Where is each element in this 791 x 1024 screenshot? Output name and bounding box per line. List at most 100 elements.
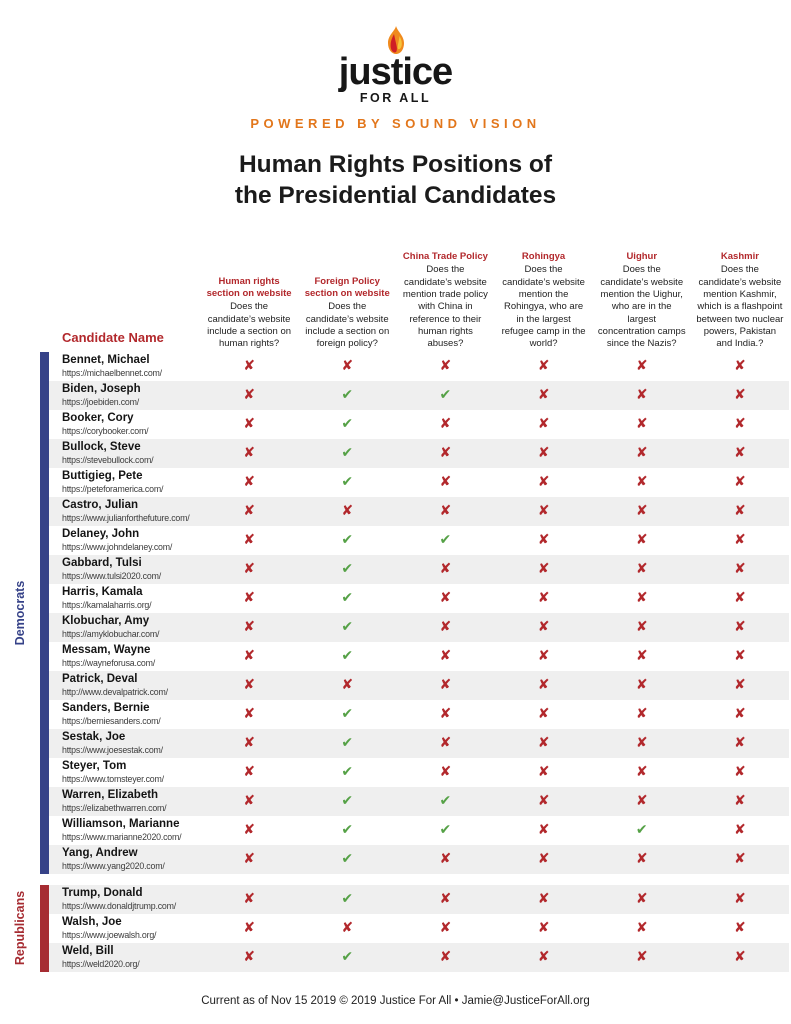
x-mark-icon: ✘ [734,735,746,752]
mark-cell: ✘ [200,589,298,607]
mark-cell: ✘ [200,531,298,549]
x-mark-icon: ✘ [243,920,255,937]
x-mark-icon: ✘ [537,891,550,908]
table-row: Weld, Bill https://weld2020.org/ ✘ ✔ ✘ ✘ ✘ ✘ [49,942,789,972]
mark-cell: ✘ [691,850,789,868]
x-mark-icon: ✘ [439,851,452,868]
table-header: Candidate Name Human rights section on w… [0,228,789,352]
candidate-url: https://www.tomsteyer.com/ [62,773,164,784]
mark-cell: ✘ [691,676,789,694]
x-mark-icon: ✘ [537,387,550,404]
candidates-table: Candidate Name Human rights section on w… [0,228,789,972]
x-mark-icon: ✘ [734,387,746,404]
candidate-name: Patrick, Deval [62,673,138,686]
mark-cell: ✔ [396,792,494,810]
mark-cell: ✘ [494,948,592,966]
mark-cell: ✘ [396,618,494,636]
x-mark-icon: ✘ [734,822,746,839]
candidate-cell: Castro, Julian https://www.julianforthefu… [49,499,200,523]
republicans-label-area: Republicans [0,885,40,972]
x-mark-icon: ✘ [734,358,746,375]
candidate-name: Trump, Donald [62,887,143,900]
x-mark-icon: ✘ [635,949,648,966]
candidate-url: https://berniesanders.com/ [62,715,161,726]
check-mark-icon: ✔ [341,822,354,839]
x-mark-icon: ✘ [439,706,452,723]
candidate-url: https://www.yang2020.com/ [62,860,165,871]
candidate-cell: Steyer, Tom https://www.tomsteyer.com/ [49,760,200,784]
candidate-url: http://www.devalpatrick.com/ [62,686,168,697]
republicans-section: Republicans Trump, Donald https://www.don… [0,884,789,972]
mark-cell: ✘ [691,386,789,404]
x-mark-icon: ✘ [537,706,550,723]
x-mark-icon: ✘ [635,764,648,781]
mark-cell: ✘ [396,948,494,966]
democrats-rows: Bennet, Michael https://michaelbennet.com… [49,352,789,874]
x-mark-icon: ✘ [243,891,255,908]
candidate-cell: Williamson, Marianne https://www.marianne… [49,818,200,842]
x-mark-icon: ✘ [439,358,452,375]
candidate-cell: Sestak, Joe https://www.joesestak.com/ [49,731,200,755]
x-mark-icon: ✘ [243,445,255,462]
candidate-cell: Gabbard, Tulsi https://www.tulsi2020.com/ [49,557,200,581]
candidate-name: Walsh, Joe [62,916,122,929]
x-mark-icon: ✘ [439,648,452,665]
logo-sub-text: FOR ALL [359,90,432,105]
x-mark-icon: ✘ [734,561,746,578]
mark-cell: ✘ [691,531,789,549]
x-mark-icon: ✘ [243,532,255,549]
column-question: Does the candidate’s website mention Kas… [696,264,784,350]
candidate-cell: Yang, Andrew https://www.yang2020.com/ [49,847,200,871]
table-row: Warren, Elizabeth https://elizabethwarren… [49,786,789,816]
mark-cell: ✘ [200,560,298,578]
x-mark-icon: ✘ [734,590,746,607]
table-row: Delaney, John https://www.johndelaney.com… [49,526,789,555]
x-mark-icon: ✘ [734,793,746,810]
mark-cell: ✘ [691,618,789,636]
check-mark-icon: ✔ [341,706,354,723]
candidate-cell: Sanders, Bernie https://berniesanders.com… [49,702,200,726]
x-mark-icon: ✘ [635,648,648,665]
column-title: Rohingya [521,250,566,262]
x-mark-icon: ✘ [635,677,648,694]
table-row: Klobuchar, Amy https://amyklobuchar.com/ ✘… [49,612,789,642]
mark-cell: ✘ [494,919,592,937]
mark-cell: ✘ [593,850,691,868]
x-mark-icon: ✘ [734,474,746,491]
mark-cell: ✘ [298,676,396,694]
mark-cell: ✘ [298,357,396,375]
x-mark-icon: ✘ [537,474,550,491]
mark-cell: ✔ [298,560,396,578]
header: justice FOR ALL POWERED BY SOUND VISION … [0,26,791,212]
x-mark-icon: ✘ [635,706,648,723]
x-mark-icon: ✘ [635,891,648,908]
check-mark-icon: ✔ [341,387,354,404]
mark-cell: ✘ [593,386,691,404]
x-mark-icon: ✘ [537,677,550,694]
mark-cell: ✘ [396,647,494,665]
mark-cell: ✘ [200,618,298,636]
check-mark-icon: ✔ [439,532,452,549]
x-mark-icon: ✘ [243,677,255,694]
x-mark-icon: ✘ [635,793,648,810]
x-mark-icon: ✘ [537,764,550,781]
x-mark-icon: ✘ [635,532,648,549]
header-spacer [0,228,49,352]
x-mark-icon: ✘ [734,619,746,636]
mark-cell: ✘ [593,734,691,752]
logo-brand-text: justice [338,51,453,93]
candidate-cell: Bennet, Michael https://michaelbennet.com… [49,354,200,378]
mark-cell: ✘ [396,919,494,937]
mark-cell: ✘ [494,618,592,636]
mark-cell: ✔ [396,531,494,549]
column-question: Does the candidate’s website include a s… [305,301,390,350]
mark-cell: ✘ [593,502,691,520]
x-mark-icon: ✘ [243,949,255,966]
candidate-url: https://www.julianforthefuture.com/ [62,512,190,523]
mark-cell: ✔ [298,647,396,665]
mark-cell: ✘ [494,560,592,578]
mark-cell: ✘ [494,415,592,433]
mark-cell: ✔ [298,415,396,433]
table-row: Sestak, Joe https://www.joesestak.com/ ✘ ✔ ✘… [49,728,789,758]
